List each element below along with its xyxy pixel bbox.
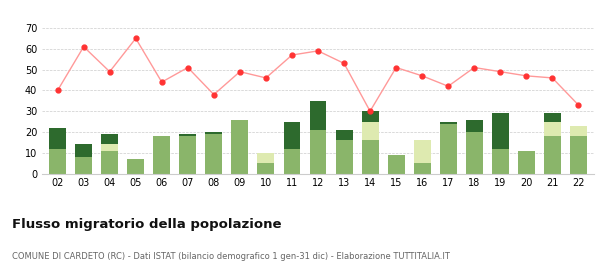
- Text: COMUNE DI CARDETO (RC) - Dati ISTAT (bilancio demografico 1 gen-31 dic) - Elabor: COMUNE DI CARDETO (RC) - Dati ISTAT (bil…: [12, 252, 450, 261]
- Bar: [49, 149, 66, 174]
- Bar: [127, 159, 144, 174]
- Text: Flusso migratorio della popolazione: Flusso migratorio della popolazione: [12, 218, 281, 231]
- Bar: [205, 134, 223, 174]
- Bar: [310, 101, 326, 130]
- Bar: [284, 122, 301, 149]
- Bar: [413, 163, 431, 174]
- Bar: [257, 163, 274, 174]
- Bar: [232, 120, 248, 174]
- Bar: [466, 132, 482, 174]
- Bar: [466, 120, 482, 132]
- Bar: [257, 153, 274, 163]
- Bar: [492, 113, 509, 149]
- Bar: [440, 122, 457, 124]
- Bar: [492, 149, 509, 174]
- Bar: [570, 126, 587, 136]
- Bar: [101, 134, 118, 144]
- Bar: [284, 149, 301, 174]
- Bar: [310, 130, 326, 174]
- Bar: [362, 111, 379, 122]
- Bar: [49, 128, 66, 149]
- Bar: [388, 155, 404, 174]
- Bar: [413, 140, 431, 163]
- Bar: [75, 144, 92, 157]
- Bar: [154, 136, 170, 174]
- Bar: [205, 132, 223, 134]
- Bar: [362, 140, 379, 174]
- Bar: [362, 122, 379, 140]
- Bar: [570, 136, 587, 174]
- Bar: [179, 136, 196, 174]
- Bar: [544, 136, 561, 174]
- Bar: [544, 122, 561, 136]
- Bar: [518, 151, 535, 174]
- Bar: [179, 134, 196, 136]
- Bar: [335, 130, 353, 140]
- Bar: [101, 151, 118, 174]
- Bar: [101, 144, 118, 151]
- Bar: [440, 124, 457, 174]
- Bar: [544, 113, 561, 122]
- Bar: [75, 157, 92, 174]
- Bar: [335, 140, 353, 174]
